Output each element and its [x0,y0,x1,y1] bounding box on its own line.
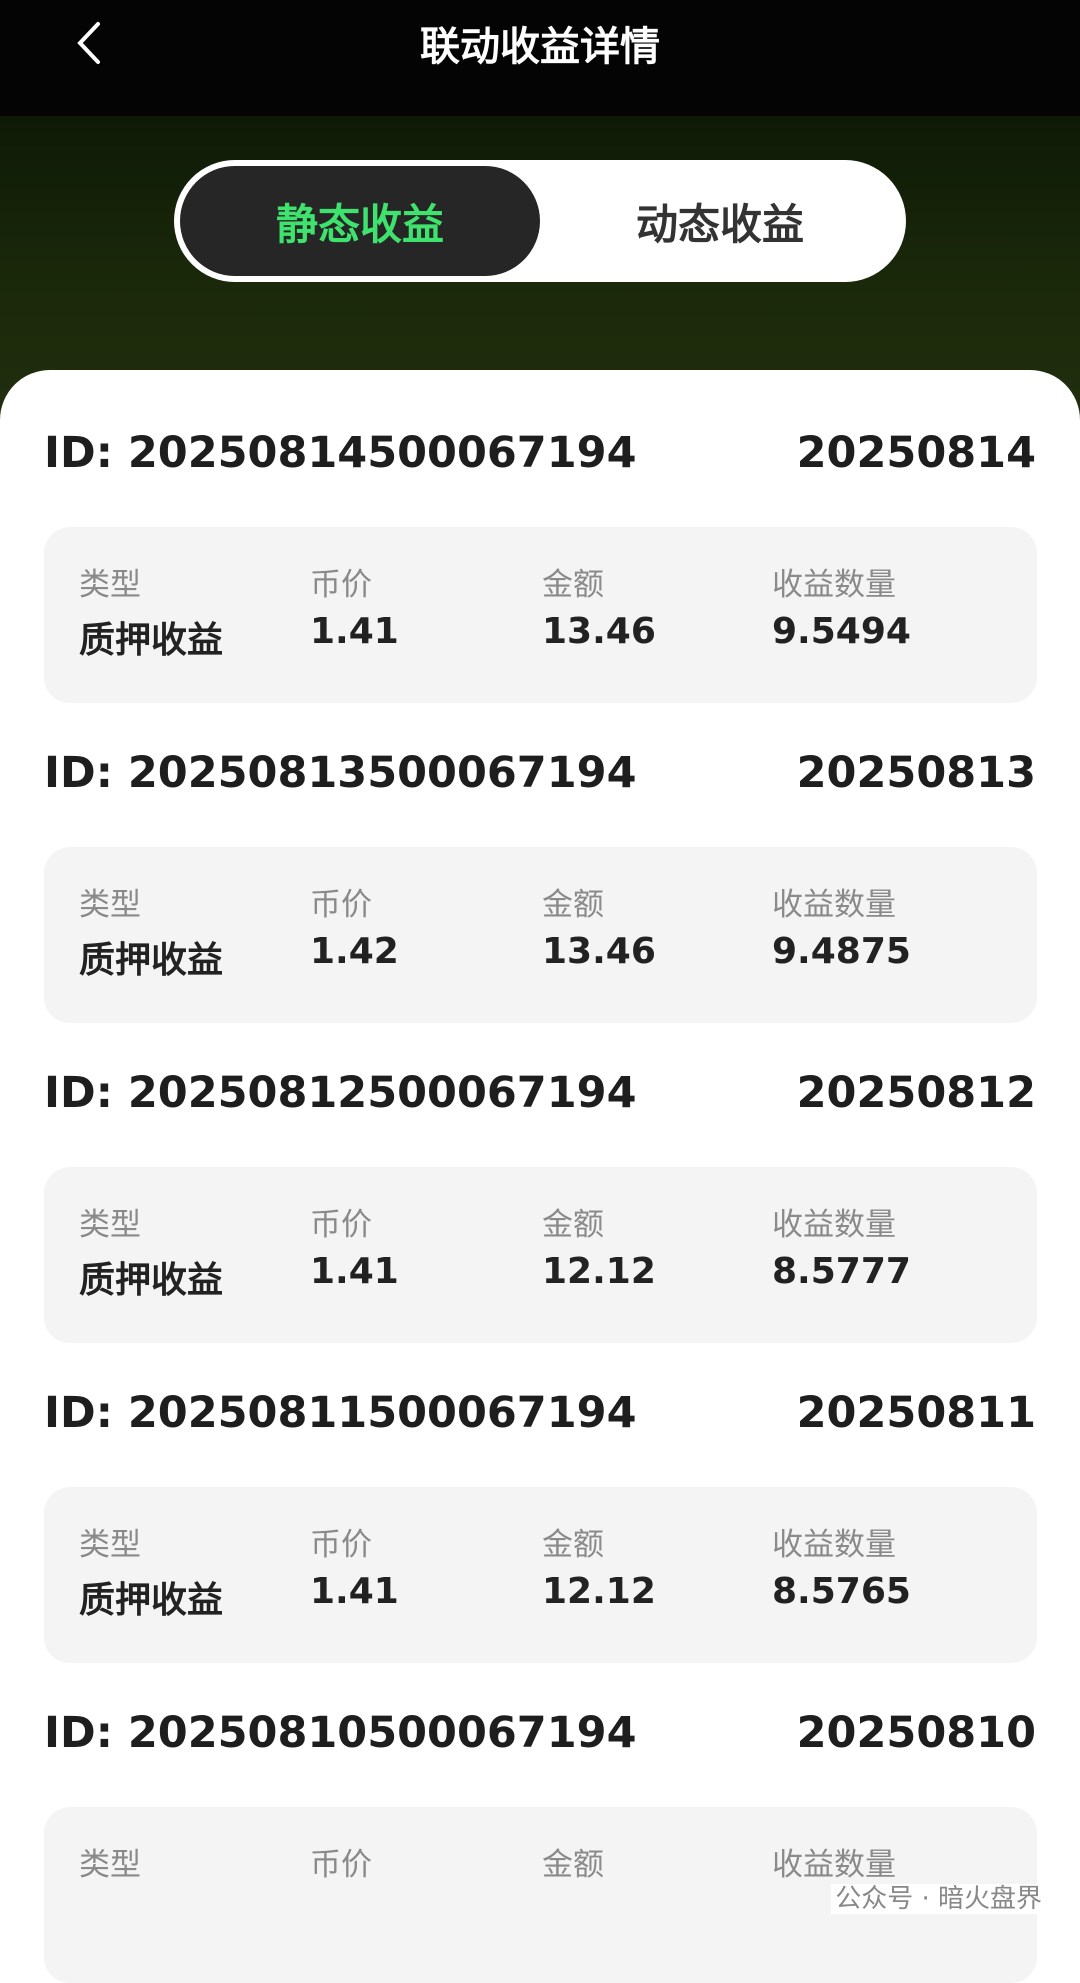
detail-column: 币价 1.42 [310,887,399,972]
detail-label: 币价 [310,1527,372,1563]
record-header: ID: 20250813500067194 20250813 [44,748,1036,798]
detail-label: 币价 [310,1207,372,1243]
detail-label: 金额 [542,1847,604,1883]
detail-label: 币价 [310,567,372,603]
detail-label: 类型 [79,887,141,923]
detail-value: 1.41 [310,1251,399,1292]
detail-label: 金额 [542,1207,604,1243]
detail-value: 质押收益 [79,620,224,661]
record-item[interactable]: ID: 20250811500067194 20250811 类型质押收益 币价 1.4… [0,1330,1080,1663]
detail-value: 12.12 [542,1571,656,1612]
detail-label: 金额 [542,567,604,603]
detail-column: 币价 1.41 [310,1207,399,1292]
detail-value: 8.5777 [772,1251,911,1292]
detail-column: 收益数量 9.5494 [772,567,911,652]
detail-value: 质押收益 [79,1260,224,1301]
detail-column: 金额 12.12 [542,1207,656,1292]
record-date: 20250810 [796,1708,1036,1758]
detail-value: 质押收益 [79,1580,224,1621]
record-details: 类型质押收益 币价 1.42 金额 13.46 收益数量 9.4875 [44,847,1037,1023]
detail-column: 类型 质押收益 [79,887,223,983]
record-item[interactable]: ID: 20250812500067194 20250812 类型质押收益 币价 1.4… [0,1010,1080,1343]
detail-column: 金额 [542,1847,604,1891]
income-type-toggle: 静态收益 动态收益 [174,160,906,282]
detail-value: 13.46 [542,931,656,972]
detail-column: 金额 13.46 [542,887,656,972]
detail-value: 8.5765 [772,1571,911,1612]
detail-label: 收益数量 [772,887,896,923]
record-id: ID: 20250810500067194 [44,1708,637,1758]
detail-column: 类型 质押收益 [79,1207,223,1303]
detail-column: 收益数量 9.4875 [772,887,911,972]
detail-column: 收益数量 [772,1847,896,1891]
nav-bar: 联动收益详情 [0,0,1080,116]
record-date: 20250814 [796,428,1036,478]
tab-dynamic-income[interactable]: 动态收益 [635,199,804,249]
chevron-left-icon[interactable] [70,18,110,68]
detail-label: 类型 [79,1847,141,1883]
detail-column: 类型 质押收益 [79,567,223,663]
detail-label: 收益数量 [772,1207,896,1243]
record-date: 20250811 [796,1388,1036,1438]
detail-column: 金额 13.46 [542,567,656,652]
record-id: ID: 20250811500067194 [44,1388,637,1438]
detail-label: 类型 [79,567,141,603]
detail-value: 9.5494 [772,611,911,652]
record-item[interactable]: ID: 20250814500067194 20250814 类型质押收益 币价 1.4… [0,370,1080,703]
record-details: 类型质押收益 币价 1.41 金额 13.46 收益数量 9.5494 [44,527,1037,703]
record-header: ID: 20250811500067194 20250811 [44,1388,1036,1438]
detail-label: 金额 [542,1527,604,1563]
detail-label: 币价 [310,1847,372,1883]
detail-label: 金额 [542,887,604,923]
detail-label: 币价 [310,887,372,923]
records-list: ID: 20250814500067194 20250814 类型 质押收益 币价 1.4… [0,370,1080,1983]
record-date: 20250812 [796,1068,1036,1118]
record-item[interactable]: ID: 20250810500067194 20250810 类型 币价 金额 收益数量 [0,1650,1080,1983]
detail-column: 币价 1.41 [310,567,399,652]
detail-column: 类型 质押收益 [79,1527,223,1623]
detail-column: 币价 [310,1847,372,1891]
detail-value: 1.41 [310,1571,399,1612]
detail-label: 类型 [79,1527,141,1563]
record-header: ID: 20250810500067194 20250810 [44,1708,1036,1758]
record-id: ID: 20250813500067194 [44,748,637,798]
record-id: ID: 20250812500067194 [44,1068,637,1118]
record-header: ID: 20250814500067194 20250814 [44,428,1036,478]
detail-label: 类型 [79,1207,141,1243]
detail-value: 1.42 [310,931,399,972]
detail-column: 币价 1.41 [310,1527,399,1612]
record-details: 类型质押收益 币价 1.41 金额 12.12 收益数量 8.5777 [44,1167,1037,1343]
detail-value: 9.4875 [772,931,911,972]
watermark: 公众号 · 暗火盘界 [831,1884,1046,1914]
detail-value: 质押收益 [79,940,224,981]
record-id: ID: 20250814500067194 [44,428,637,478]
detail-label: 收益数量 [772,1847,896,1883]
record-header: ID: 20250812500067194 20250812 [44,1068,1036,1118]
record-item[interactable]: ID: 20250813500067194 20250813 类型质押收益 币价 1.4… [0,690,1080,1023]
detail-column: 类型 [79,1847,141,1891]
record-details: 类型质押收益 币价 1.41 金额 12.12 收益数量 8.5765 [44,1487,1037,1663]
detail-column: 收益数量 8.5777 [772,1207,911,1292]
detail-column: 金额 12.12 [542,1527,656,1612]
record-date: 20250813 [796,748,1036,798]
detail-value: 12.12 [542,1251,656,1292]
tab-static-income[interactable]: 静态收益 [180,166,540,276]
page-title: 联动收益详情 [420,24,660,70]
detail-column: 收益数量 8.5765 [772,1527,911,1612]
detail-label: 收益数量 [772,567,896,603]
detail-value: 1.41 [310,611,399,652]
detail-label: 收益数量 [772,1527,896,1563]
detail-value: 13.46 [542,611,656,652]
